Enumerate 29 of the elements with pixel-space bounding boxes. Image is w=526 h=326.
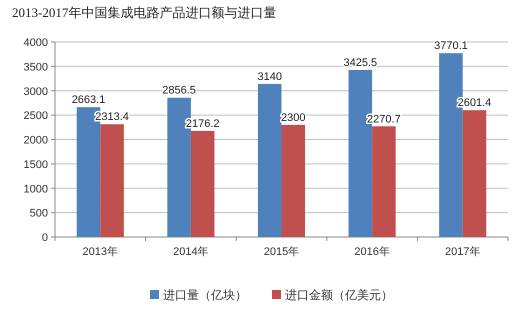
bar <box>372 126 396 237</box>
bar <box>190 130 214 237</box>
legend-label: 进口量（亿块） <box>163 288 247 302</box>
x-tick-label: 2013年 <box>82 246 118 258</box>
data-label: 3770.1 <box>434 40 468 52</box>
y-tick-label: 2000 <box>24 134 48 146</box>
x-tick-label: 2015年 <box>264 246 300 258</box>
data-label: 2663.1 <box>72 94 106 106</box>
chart-title: 2013-2017年中国集成电路产品进口额与进口量 <box>12 5 276 20</box>
y-tick-label: 3500 <box>24 61 48 74</box>
y-tick-label: 1000 <box>24 183 48 196</box>
y-tick-label: 0 <box>42 232 48 244</box>
y-tick-label: 4000 <box>24 37 48 49</box>
data-label: 2856.5 <box>162 84 196 97</box>
x-tick-label: 2016年 <box>354 246 390 258</box>
x-tick-label: 2017年 <box>444 246 480 258</box>
legend-label: 进口金额（亿美元） <box>285 288 393 302</box>
y-tick-label: 500 <box>30 208 48 220</box>
y-tick-label: 1500 <box>24 158 48 171</box>
data-label: 3140 <box>257 70 282 83</box>
data-label: 2300 <box>281 112 306 124</box>
bar <box>282 124 306 237</box>
bar <box>462 110 486 237</box>
y-tick-label: 3000 <box>24 86 48 98</box>
data-label: 3425.5 <box>343 57 378 70</box>
bar <box>258 84 282 237</box>
bar <box>100 124 124 237</box>
y-tick-label: 2500 <box>24 110 48 122</box>
x-tick-label: 2014年 <box>173 246 209 258</box>
